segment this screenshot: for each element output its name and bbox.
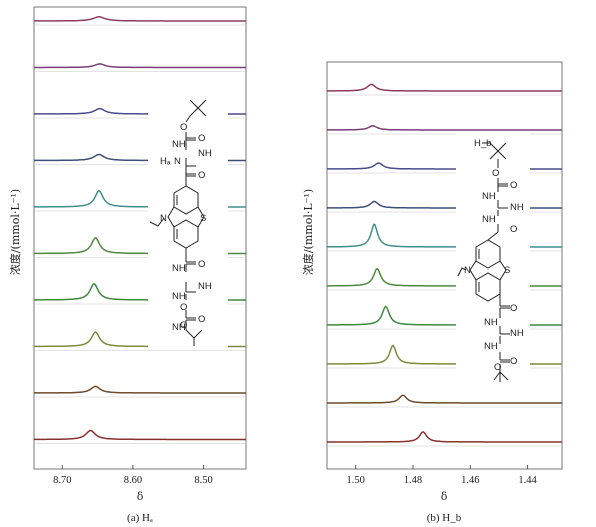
spectrum-trace-1 xyxy=(327,83,562,92)
x-tick-label: 1.44 xyxy=(518,475,537,486)
atom-o-b2: O xyxy=(510,180,517,191)
spectrum-trace-2 xyxy=(327,125,562,131)
caption-b: (b) H_b xyxy=(427,512,462,524)
atom-o-b1: O xyxy=(492,168,499,179)
baseline-grid-b xyxy=(327,94,562,447)
molecule-structure-a: O O NH NH O NH NH O O NH NH O O S N Hₐ N xyxy=(148,94,228,348)
x-tick-label: 1.46 xyxy=(461,475,479,486)
atom-n-amide: N xyxy=(174,156,181,167)
atom-o-4: O xyxy=(198,259,205,270)
x-axis-title-b: δ xyxy=(441,490,448,503)
plot-frame-a xyxy=(33,6,247,470)
y-axis-title-a: 浓度/(mmol·L⁻¹) xyxy=(8,189,22,275)
panel-a: 8.70 8.60 8.50 xyxy=(33,6,247,524)
atom-o-7: O xyxy=(180,302,187,313)
atom-o-5: O xyxy=(198,314,205,325)
spectrum-trace-9 xyxy=(34,385,246,394)
atom-o-b6: O xyxy=(494,362,501,373)
atom-s-b: S xyxy=(504,265,510,276)
atom-s: S xyxy=(200,213,206,224)
x-ticks-b: 1.50 1.48 1.46 1.44 xyxy=(346,465,538,486)
x-tick-label: 1.50 xyxy=(346,475,364,486)
spectrum-trace-9 xyxy=(327,394,562,404)
x-axis-title-a: δ xyxy=(137,490,144,503)
atom-o-2: O xyxy=(198,133,205,144)
atom-nh-b1: NH xyxy=(482,191,496,202)
atom-hb-label: H_b xyxy=(474,138,491,149)
caption-a: (a) Hₐ xyxy=(127,512,153,524)
atom-nh-4: NH xyxy=(198,281,212,292)
atom-o-b5: O xyxy=(510,356,517,367)
atom-nh-b2: NH xyxy=(510,202,524,213)
spectrum-trace-1 xyxy=(33,16,246,22)
y-axis-title-b: 浓度/(mmol·L⁻¹) xyxy=(301,189,315,275)
atom-o-6: O xyxy=(180,320,187,331)
x-tick-label: 8.70 xyxy=(53,475,71,486)
atom-nh-2: NH xyxy=(198,148,212,159)
spectrum-trace-10 xyxy=(34,429,246,441)
x-tick-label: 8.60 xyxy=(124,475,142,486)
spectrum-trace-2 xyxy=(34,63,246,69)
atom-o-1: O xyxy=(180,122,187,133)
x-ticks-a: 8.70 8.60 8.50 xyxy=(53,465,213,486)
atom-nh-6: NH xyxy=(172,322,186,333)
atom-o-b4: O xyxy=(510,303,517,314)
x-tick-label: 1.48 xyxy=(404,475,422,486)
atom-o-b3: O xyxy=(510,224,517,235)
atom-o-3: O xyxy=(198,170,205,181)
atom-n: N xyxy=(160,213,167,224)
atom-nh-5: NH xyxy=(172,291,186,302)
atom-nh-b3: NH xyxy=(482,214,496,225)
atom-nh-1: NH xyxy=(172,139,186,150)
molecule-structure-b: H_b O O NH NH NH O S N O NH NH NH O O xyxy=(456,132,530,386)
atom-nh-b6: NH xyxy=(484,341,498,352)
atom-nh-b4: NH xyxy=(484,317,498,328)
panel-b: 1.50 1.48 1.46 1.44 xyxy=(326,61,563,524)
x-tick-label: 8.50 xyxy=(194,475,212,486)
atom-nh-3: NH xyxy=(172,263,186,274)
atom-ha-label: Hₐ xyxy=(160,156,171,167)
spectrum-trace-10 xyxy=(327,430,562,443)
atom-nh-b5: NH xyxy=(510,328,524,339)
atom-n-b: N xyxy=(464,265,471,276)
plot-frame-b xyxy=(326,61,563,470)
